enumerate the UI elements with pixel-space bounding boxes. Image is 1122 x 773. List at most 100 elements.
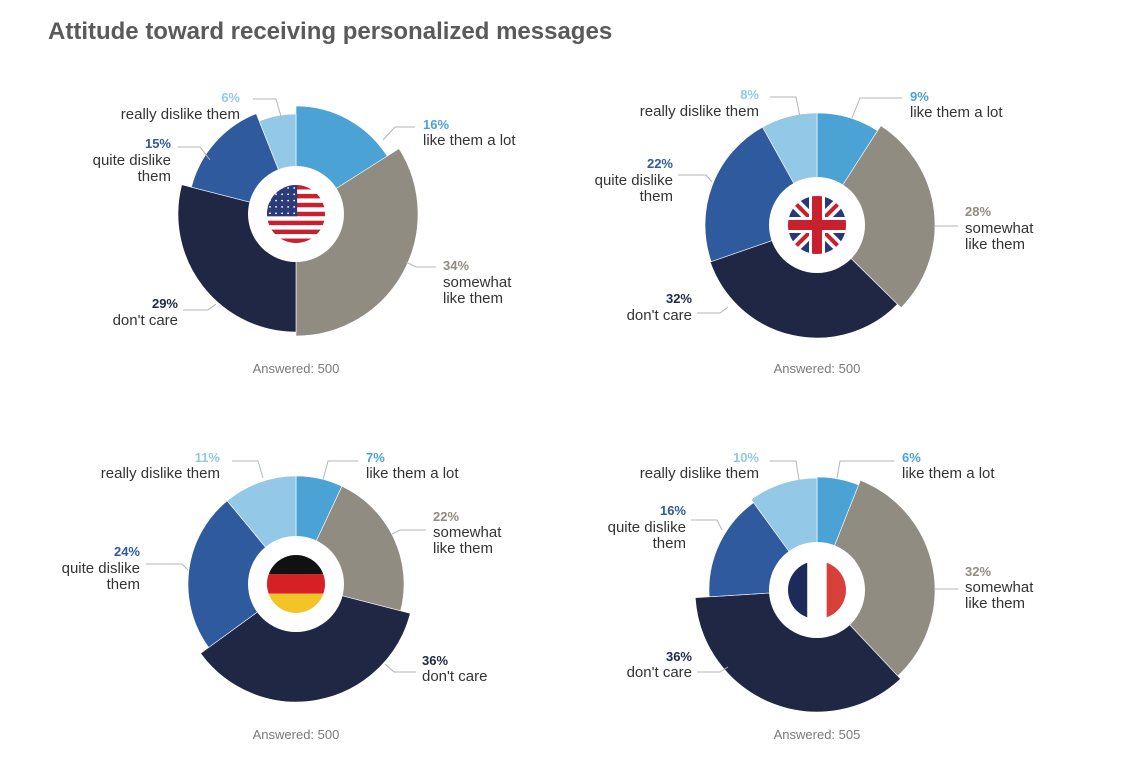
leader-line <box>836 460 894 479</box>
data-label-percent: 32% <box>666 291 692 306</box>
slice-label-like-a-lot: 6%like them a lot <box>836 450 995 482</box>
data-label-category: like them a lot <box>366 465 459 482</box>
slice-label-dont-care: 29%don't care <box>113 296 217 329</box>
leader-line <box>770 460 800 481</box>
data-label-category: somewhat <box>433 524 502 541</box>
leader-line <box>405 261 436 268</box>
slice-label-like-a-lot: 16%like them a lot <box>382 117 516 149</box>
data-label-percent: 11% <box>195 450 221 465</box>
data-label-category: them <box>107 576 140 593</box>
answered-count: Answered: 500 <box>253 361 340 376</box>
data-label-percent: 36% <box>666 649 692 664</box>
slice-label-really-dislike: 10%really dislike them <box>640 450 800 482</box>
data-label-category: them <box>138 168 171 185</box>
slice-label-like-a-lot: 9%like them a lot <box>851 89 1003 121</box>
data-label-category: quite dislike <box>595 172 673 189</box>
data-label-category: like them a lot <box>902 465 995 482</box>
slice-label-really-dislike: 8%really dislike them <box>640 87 801 120</box>
data-label-category: really dislike them <box>101 465 220 482</box>
leader-line <box>770 96 801 118</box>
data-label-category: them <box>640 188 673 205</box>
data-label-percent: 29% <box>152 296 178 311</box>
leader-line <box>691 519 723 531</box>
answered-count: Answered: 505 <box>774 727 861 742</box>
data-label-category: like them <box>965 595 1025 612</box>
slice-somewhat-like <box>816 479 936 677</box>
slice-quite-dislike <box>187 500 297 648</box>
slice-label-like-a-lot: 7%like them a lot <box>322 450 459 482</box>
leader-line <box>697 666 729 673</box>
leader-line <box>232 460 264 479</box>
leader-line <box>322 460 358 481</box>
data-label-category: don't care <box>627 664 692 681</box>
slice-label-dont-care: 36%don't care <box>384 653 487 685</box>
leader-line <box>253 98 283 121</box>
data-label-category: like them <box>443 290 503 307</box>
leader-line <box>697 306 729 314</box>
data-label-category: somewhat <box>965 579 1034 596</box>
data-label-percent: 10% <box>733 450 759 465</box>
data-label-percent: 6% <box>221 90 240 105</box>
data-label-percent: 8% <box>740 87 759 102</box>
data-label-percent: 22% <box>433 509 459 524</box>
leader-line <box>183 303 217 311</box>
data-label-percent: 28% <box>965 204 991 219</box>
data-label-percent: 15% <box>145 136 171 151</box>
data-label-category: quite dislike <box>608 519 686 536</box>
data-label-category: them <box>653 535 686 552</box>
leader-line <box>678 174 713 183</box>
data-label-percent: 34% <box>443 258 469 273</box>
data-label-category: really dislike them <box>640 103 759 120</box>
data-label-category: like them a lot <box>423 132 516 149</box>
data-label-category: like them a lot <box>910 104 1003 121</box>
leader-line <box>382 126 415 141</box>
page-title: Attitude toward receiving personalized m… <box>48 18 613 45</box>
slice-dont-care <box>200 583 411 703</box>
data-label-percent: 9% <box>910 89 929 104</box>
us-flag-icon <box>267 185 325 243</box>
slice-label-really-dislike: 6%really dislike them <box>121 90 283 123</box>
data-label-category: don't care <box>627 307 692 324</box>
slice-dont-care <box>709 224 898 339</box>
fr-flag-icon <box>788 561 846 619</box>
de-flag-icon <box>267 555 325 613</box>
data-label-category: somewhat <box>965 220 1034 237</box>
slice-somewhat-like <box>816 125 936 309</box>
answered-count: Answered: 500 <box>253 727 340 742</box>
data-label-category: somewhat <box>443 274 512 291</box>
data-label-percent: 16% <box>423 117 449 132</box>
leader-line <box>391 529 426 535</box>
slice-label-dont-care: 36%don't care <box>627 649 729 681</box>
data-label-percent: 36% <box>422 653 448 668</box>
slice-label-dont-care: 32%don't care <box>627 291 729 324</box>
data-label-category: don't care <box>422 668 487 685</box>
data-label-category: like them <box>433 540 493 557</box>
data-label-category: really dislike them <box>640 465 759 482</box>
data-label-category: quite dislike <box>62 560 140 577</box>
data-label-percent: 24% <box>114 544 140 559</box>
leader-line <box>146 563 189 571</box>
data-label-percent: 16% <box>660 503 686 518</box>
data-label-category: really dislike them <box>121 106 240 123</box>
data-label-percent: 6% <box>902 450 921 465</box>
data-label-category: don't care <box>113 312 178 329</box>
leader-line <box>384 663 416 673</box>
data-label-category: like them <box>965 236 1025 253</box>
answered-count: Answered: 500 <box>774 361 861 376</box>
uk-flag-icon <box>788 196 846 254</box>
leader-line <box>851 97 902 119</box>
data-label-percent: 7% <box>366 450 385 465</box>
